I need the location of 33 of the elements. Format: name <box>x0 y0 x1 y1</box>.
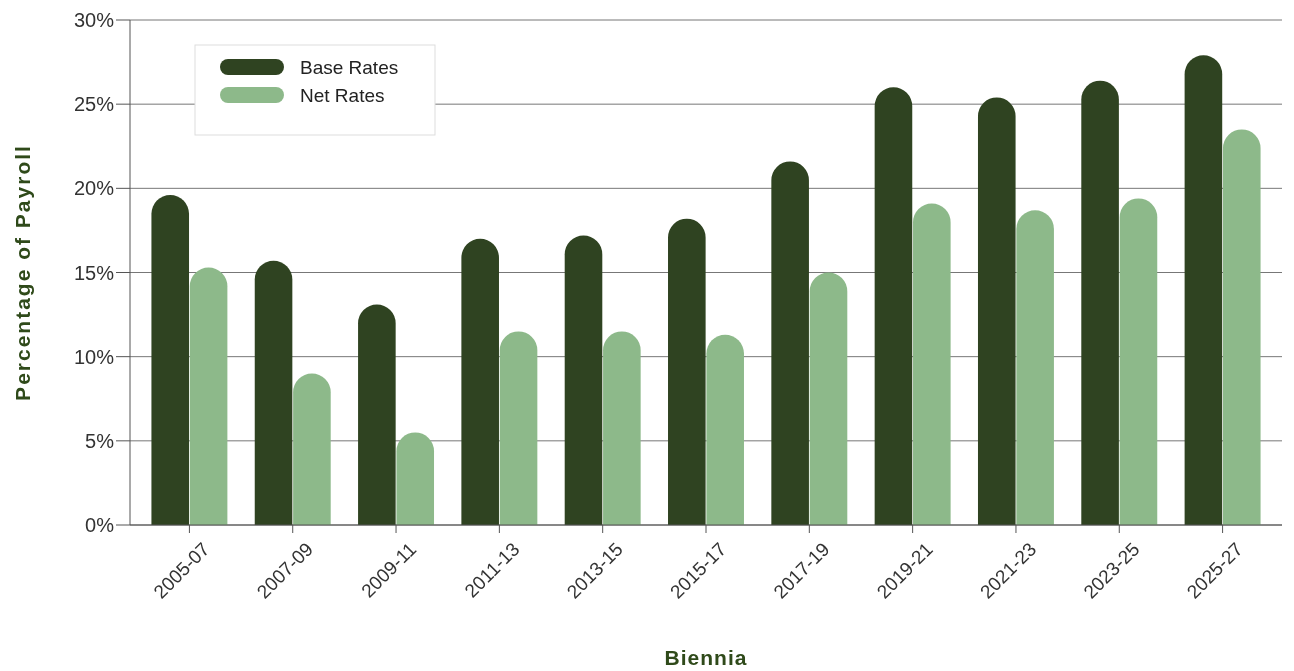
bar <box>1119 198 1158 525</box>
bar <box>293 373 331 525</box>
bar <box>396 432 435 525</box>
bar <box>668 218 706 525</box>
y-tick-label: 30% <box>73 9 115 31</box>
bar <box>809 272 848 525</box>
legend-label: Base Rates <box>300 56 399 78</box>
y-tick-label: 15% <box>73 261 115 284</box>
bar <box>1081 80 1119 525</box>
y-tick-label: 25% <box>73 93 115 116</box>
bar <box>771 161 809 525</box>
bar <box>461 238 499 525</box>
y-tick-label: 20% <box>73 177 115 200</box>
y-tick-label: 0% <box>85 514 115 536</box>
x-axis-title: Biennia <box>664 646 748 669</box>
bar <box>603 331 641 525</box>
bar <box>874 87 913 525</box>
y-tick-label: 10% <box>73 345 115 368</box>
bar <box>564 235 603 525</box>
bar <box>1184 55 1223 525</box>
bar <box>1222 129 1261 525</box>
legend-label: Net Rates <box>300 84 385 106</box>
bar <box>358 304 396 525</box>
bar <box>151 195 190 525</box>
bar <box>254 260 293 525</box>
bar <box>913 203 951 525</box>
bar <box>977 97 1016 525</box>
y-tick-label: 5% <box>85 429 115 452</box>
bar <box>499 331 538 525</box>
y-axis-title: Percentage of Payroll <box>11 144 34 401</box>
bar <box>189 267 228 525</box>
bar <box>1016 210 1054 525</box>
bar <box>706 334 744 525</box>
